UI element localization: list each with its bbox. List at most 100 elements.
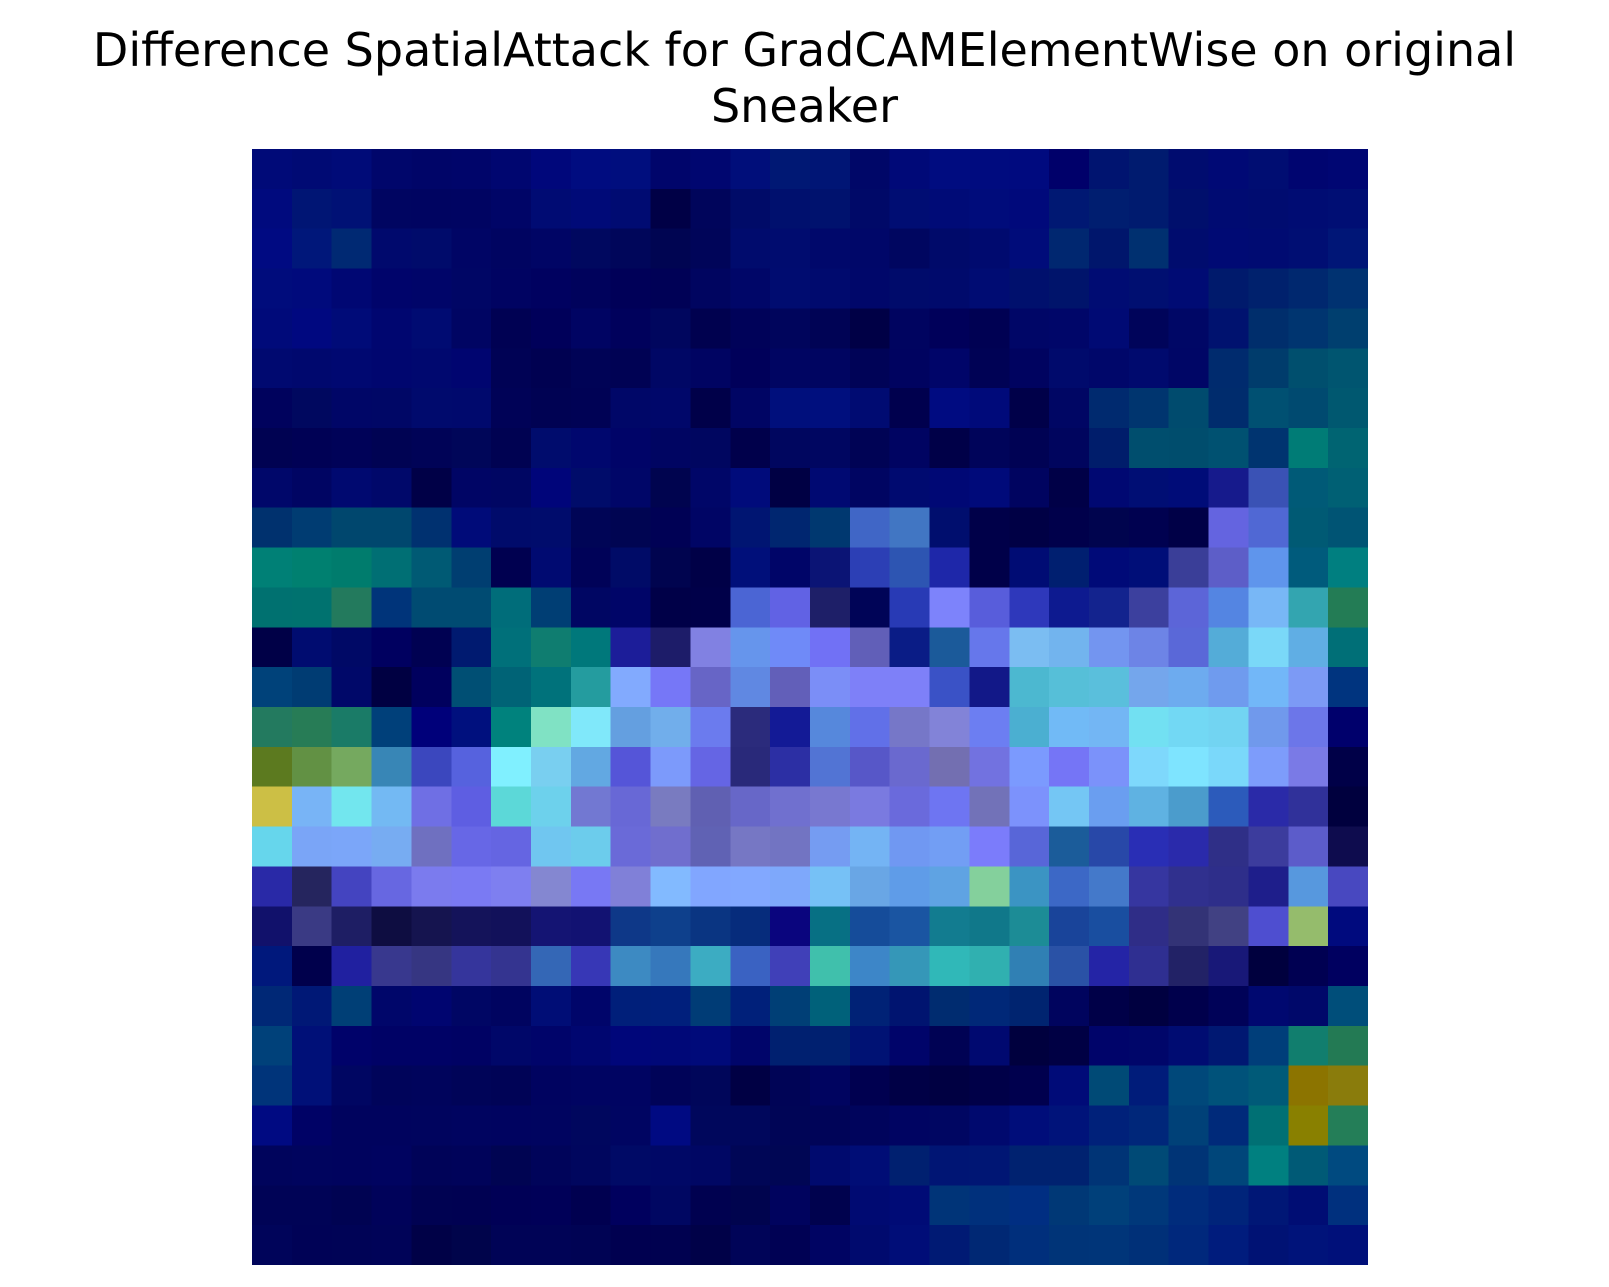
heatmap-cell-r9-c20: [1049, 507, 1090, 549]
heatmap-cell-r22-c0: [252, 1025, 293, 1067]
heatmap-cell-r11-c2: [331, 587, 373, 628]
heatmap-cell-r17-c13: [770, 826, 811, 868]
heatmap-cell-r23-c20: [1049, 1065, 1090, 1107]
heatmap-cell-r27-c2: [331, 1225, 373, 1265]
heatmap-cell-r3-c4: [411, 268, 452, 310]
heatmap-cell-r22-c25: [1248, 1025, 1289, 1067]
heatmap-cell-r2-c4: [411, 228, 452, 270]
heatmap-cell-r11-c11: [690, 587, 731, 628]
heatmap-cell-r6-c9: [610, 388, 652, 429]
heatmap-cell-r1-c14: [810, 188, 851, 230]
heatmap-cell-r23-c1: [291, 1065, 333, 1107]
heatmap-cell-r2-c0: [252, 228, 293, 270]
heatmap-cell-r15-c5: [451, 746, 492, 788]
heatmap-cell-r25-c6: [491, 1145, 532, 1186]
heatmap-cell-r26-c1: [291, 1185, 333, 1226]
heatmap-cell-r17-c4: [411, 826, 452, 868]
heatmap-cell-r13-c18: [969, 667, 1010, 708]
heatmap-cell-r16-c1: [291, 786, 333, 828]
heatmap-cell-r18-c17: [929, 866, 971, 907]
heatmap-cell-r12-c22: [1128, 627, 1170, 668]
heatmap-cell-r5-c27: [1328, 348, 1368, 389]
heatmap-cell-r25-c4: [411, 1145, 452, 1186]
heatmap-cell-r6-c1: [291, 388, 333, 429]
heatmap-cell-r26-c10: [650, 1185, 692, 1226]
heatmap-cell-r25-c21: [1089, 1145, 1130, 1186]
heatmap-cell-r2-c23: [1168, 228, 1210, 270]
heatmap-cell-r23-c22: [1128, 1065, 1170, 1107]
heatmap-cell-r24-c19: [1009, 1105, 1050, 1147]
heatmap-cell-r11-c20: [1049, 587, 1090, 628]
heatmap-cell-r7-c12: [730, 428, 771, 469]
heatmap-cell-r8-c12: [730, 467, 771, 509]
heatmap-cell-r11-c7: [531, 587, 572, 628]
heatmap-cell-r1-c19: [1009, 188, 1050, 230]
heatmap-cell-r12-c5: [451, 627, 492, 668]
heatmap-cell-r19-c19: [1009, 906, 1050, 947]
heatmap-cell-r27-c1: [291, 1225, 333, 1265]
heatmap-cell-r26-c27: [1328, 1185, 1368, 1226]
heatmap-cell-r1-c18: [969, 188, 1010, 230]
heatmap-cell-r12-c9: [610, 627, 652, 668]
heatmap-cell-r0-c5: [451, 149, 492, 190]
heatmap-cell-r26-c7: [531, 1185, 572, 1226]
heatmap-cell-r13-c4: [411, 667, 452, 708]
heatmap-cell-r4-c26: [1288, 308, 1329, 349]
heatmap-cell-r15-c21: [1089, 746, 1130, 788]
heatmap-cell-r15-c27: [1328, 746, 1368, 788]
heatmap-cell-r11-c17: [929, 587, 971, 628]
heatmap-cell-r13-c21: [1089, 667, 1130, 708]
heatmap-cell-r15-c4: [411, 746, 452, 788]
heatmap-cell-r7-c6: [491, 428, 532, 469]
heatmap-cell-r20-c8: [570, 946, 612, 987]
heatmap-cell-r17-c22: [1128, 826, 1170, 868]
heatmap-cell-r27-c18: [969, 1225, 1010, 1265]
heatmap-cell-r2-c6: [491, 228, 532, 270]
heatmap-cell-r22-c9: [610, 1025, 652, 1067]
heatmap-cell-r18-c9: [610, 866, 652, 907]
heatmap-cell-r2-c22: [1128, 228, 1170, 270]
heatmap-cell-r24-c26: [1288, 1105, 1329, 1147]
heatmap-cell-r5-c3: [371, 348, 413, 389]
heatmap-cell-r7-c10: [650, 428, 692, 469]
heatmap-cell-r21-c9: [610, 986, 652, 1027]
heatmap-cell-r9-c8: [570, 507, 612, 549]
heatmap-cell-r17-c15: [849, 826, 891, 868]
heatmap-cell-r9-c9: [610, 507, 652, 549]
heatmap-cell-r12-c26: [1288, 627, 1329, 668]
heatmap-cell-r1-c3: [371, 188, 413, 230]
heatmap-cell-r11-c22: [1128, 587, 1170, 628]
heatmap-cell-r1-c26: [1288, 188, 1329, 230]
heatmap-cell-r1-c23: [1168, 188, 1210, 230]
heatmap-cell-r0-c12: [730, 149, 771, 190]
heatmap-cell-r15-c24: [1208, 746, 1250, 788]
heatmap-cell-r22-c1: [291, 1025, 333, 1067]
heatmap-cell-r13-c13: [770, 667, 811, 708]
heatmap-cell-r1-c20: [1049, 188, 1090, 230]
heatmap-cell-r17-c23: [1168, 826, 1210, 868]
heatmap-cell-r3-c26: [1288, 268, 1329, 310]
heatmap-cell-r9-c7: [531, 507, 572, 549]
heatmap-cell-r14-c1: [291, 707, 333, 748]
heatmap-cell-r17-c10: [650, 826, 692, 868]
heatmap-cell-r7-c17: [929, 428, 971, 469]
heatmap-cell-r4-c15: [849, 308, 891, 349]
heatmap-cell-r21-c8: [570, 986, 612, 1027]
heatmap-cell-r14-c10: [650, 707, 692, 748]
heatmap-cell-r2-c2: [331, 228, 373, 270]
heatmap-cell-r23-c4: [411, 1065, 452, 1107]
heatmap-cell-r4-c0: [252, 308, 293, 349]
heatmap-cell-r17-c26: [1288, 826, 1329, 868]
heatmap-cell-r27-c0: [252, 1225, 293, 1265]
heatmap-cell-r9-c21: [1089, 507, 1130, 549]
heatmap-cell-r2-c10: [650, 228, 692, 270]
heatmap-cell-r19-c7: [531, 906, 572, 947]
heatmap-cell-r11-c8: [570, 587, 612, 628]
heatmap-cell-r11-c26: [1288, 587, 1329, 628]
heatmap-cell-r19-c8: [570, 906, 612, 947]
heatmap-cell-r18-c4: [411, 866, 452, 907]
heatmap-cell-r19-c0: [252, 906, 293, 947]
heatmap-cell-r11-c3: [371, 587, 413, 628]
heatmap-cell-r23-c12: [730, 1065, 771, 1107]
heatmap-cell-r20-c7: [531, 946, 572, 987]
